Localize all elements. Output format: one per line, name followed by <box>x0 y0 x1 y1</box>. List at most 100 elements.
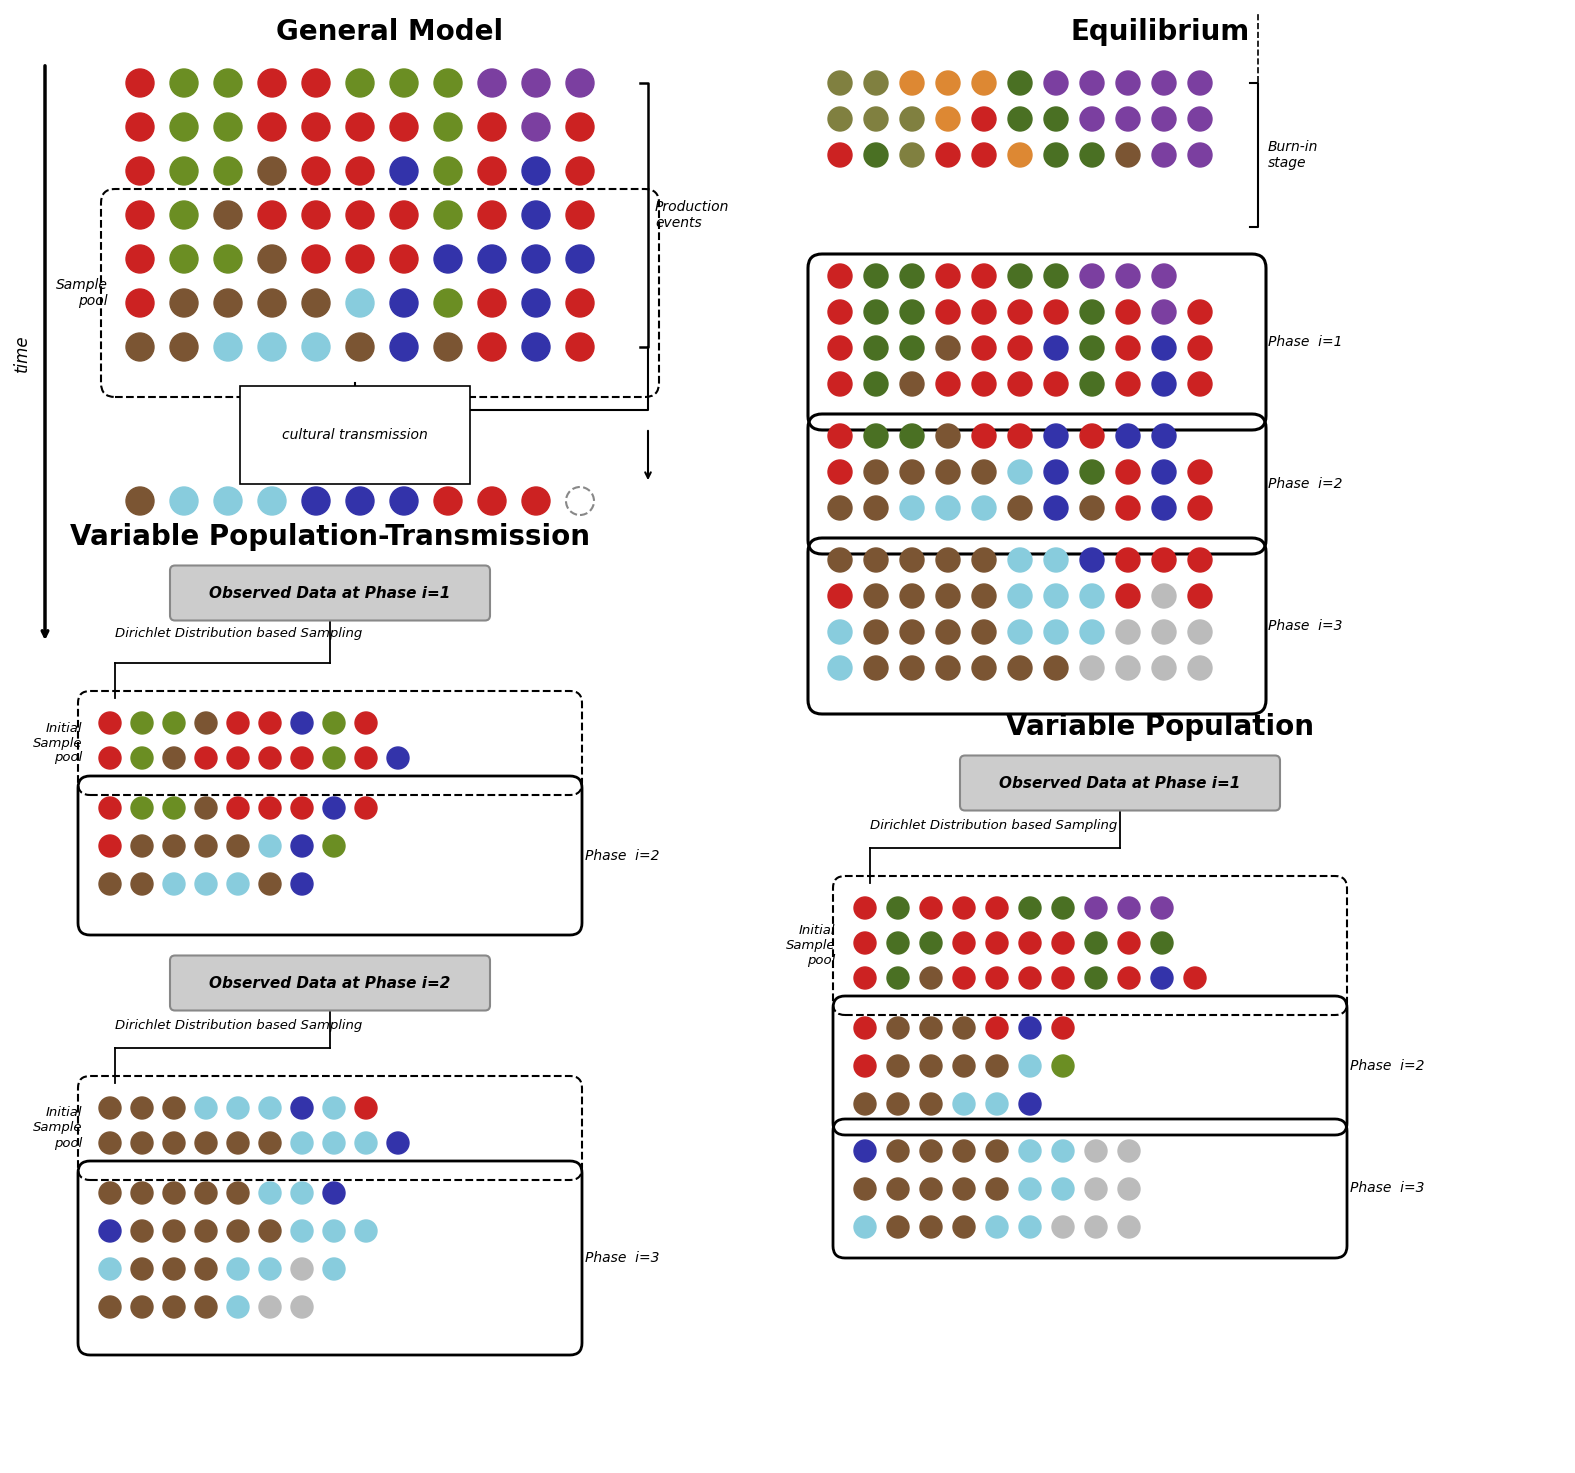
Text: Phase  i=1: Phase i=1 <box>1268 334 1342 349</box>
Circle shape <box>391 113 417 141</box>
Circle shape <box>131 711 153 734</box>
Text: cultural transmission: cultural transmission <box>282 429 428 442</box>
Circle shape <box>170 289 198 317</box>
Circle shape <box>1117 496 1140 520</box>
Circle shape <box>1151 300 1177 324</box>
Circle shape <box>162 873 184 896</box>
Circle shape <box>99 711 121 734</box>
Circle shape <box>131 1258 153 1280</box>
Circle shape <box>972 373 995 396</box>
Circle shape <box>195 711 217 734</box>
Text: Observed Data at Phase i=1: Observed Data at Phase i=1 <box>999 775 1241 791</box>
Circle shape <box>828 496 852 520</box>
Circle shape <box>170 200 198 228</box>
Circle shape <box>854 932 876 955</box>
Circle shape <box>936 108 961 131</box>
Text: Initial
Sample
pool: Initial Sample pool <box>33 1106 82 1149</box>
Circle shape <box>1117 583 1140 608</box>
Circle shape <box>435 289 461 317</box>
Circle shape <box>1080 496 1104 520</box>
Circle shape <box>258 797 280 819</box>
Circle shape <box>828 300 852 324</box>
Circle shape <box>936 548 961 572</box>
Circle shape <box>1118 1178 1140 1200</box>
Text: Dirichlet Distribution based Sampling: Dirichlet Distribution based Sampling <box>115 1018 362 1031</box>
Circle shape <box>828 71 852 94</box>
Circle shape <box>1151 655 1177 681</box>
Circle shape <box>126 113 154 141</box>
Circle shape <box>986 1055 1008 1077</box>
Circle shape <box>1008 655 1032 681</box>
Circle shape <box>162 711 184 734</box>
Circle shape <box>227 1220 249 1242</box>
Circle shape <box>477 200 506 228</box>
Circle shape <box>258 333 287 361</box>
Circle shape <box>1080 143 1104 166</box>
Circle shape <box>1117 336 1140 359</box>
Circle shape <box>302 69 331 97</box>
Circle shape <box>1151 897 1173 919</box>
Circle shape <box>1019 1093 1041 1115</box>
Circle shape <box>972 655 995 681</box>
Circle shape <box>887 1016 909 1038</box>
Circle shape <box>828 264 852 289</box>
Circle shape <box>323 1097 345 1119</box>
Circle shape <box>323 797 345 819</box>
Circle shape <box>865 71 888 94</box>
Circle shape <box>1188 496 1213 520</box>
Circle shape <box>936 620 961 644</box>
Circle shape <box>346 245 373 273</box>
Circle shape <box>99 1220 121 1242</box>
Circle shape <box>1151 373 1177 396</box>
Circle shape <box>99 797 121 819</box>
Circle shape <box>195 1181 217 1203</box>
Circle shape <box>565 245 594 273</box>
Circle shape <box>521 289 550 317</box>
Circle shape <box>1044 548 1068 572</box>
Circle shape <box>1117 71 1140 94</box>
Circle shape <box>920 1217 942 1237</box>
Text: Production
events: Production events <box>655 200 729 230</box>
Circle shape <box>920 1178 942 1200</box>
Circle shape <box>899 460 925 485</box>
Circle shape <box>1044 460 1068 485</box>
Circle shape <box>953 1055 975 1077</box>
Circle shape <box>1151 620 1177 644</box>
Circle shape <box>162 1296 184 1318</box>
Circle shape <box>972 583 995 608</box>
Circle shape <box>346 158 373 186</box>
Text: Burn-in
stage: Burn-in stage <box>1268 140 1318 169</box>
Circle shape <box>162 1181 184 1203</box>
Circle shape <box>1019 1016 1041 1038</box>
Circle shape <box>1080 108 1104 131</box>
Circle shape <box>565 200 594 228</box>
Circle shape <box>1118 1217 1140 1237</box>
Circle shape <box>214 200 243 228</box>
Circle shape <box>1188 71 1213 94</box>
Circle shape <box>565 289 594 317</box>
Circle shape <box>1052 932 1074 955</box>
Circle shape <box>227 1296 249 1318</box>
Circle shape <box>302 200 331 228</box>
Circle shape <box>899 496 925 520</box>
Circle shape <box>1188 583 1213 608</box>
Circle shape <box>1008 583 1032 608</box>
Circle shape <box>1044 143 1068 166</box>
Circle shape <box>258 1181 280 1203</box>
Circle shape <box>887 1093 909 1115</box>
Circle shape <box>354 1131 376 1153</box>
Circle shape <box>354 797 376 819</box>
Circle shape <box>1151 424 1177 448</box>
Text: Phase  i=3: Phase i=3 <box>584 1251 660 1265</box>
Circle shape <box>1151 496 1177 520</box>
Circle shape <box>323 1220 345 1242</box>
Circle shape <box>936 71 961 94</box>
Text: Observed Data at Phase i=1: Observed Data at Phase i=1 <box>209 585 450 601</box>
Circle shape <box>477 245 506 273</box>
Circle shape <box>1080 373 1104 396</box>
Circle shape <box>953 1217 975 1237</box>
Circle shape <box>565 69 594 97</box>
Circle shape <box>920 1093 942 1115</box>
Circle shape <box>214 69 243 97</box>
Circle shape <box>195 1296 217 1318</box>
